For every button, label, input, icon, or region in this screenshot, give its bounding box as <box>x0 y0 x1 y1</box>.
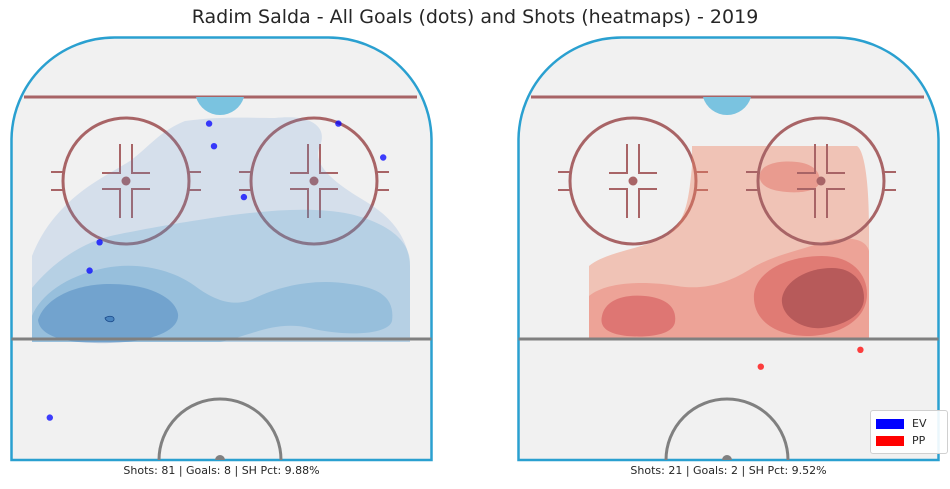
faceoff-circle-right <box>746 116 896 246</box>
goal-dot-ev <box>205 120 213 127</box>
rink-right <box>517 36 940 462</box>
legend-swatch-ev <box>876 418 904 429</box>
center-circle <box>664 397 790 461</box>
goal-dot-pp <box>857 346 864 353</box>
faceoff-circle-left <box>51 116 201 246</box>
legend: EV PP <box>870 410 948 454</box>
legend-label-ev: EV <box>912 417 927 430</box>
faceoff-circle-left <box>558 116 708 246</box>
legend-item-pp: PP <box>876 432 942 449</box>
center-dot <box>215 455 225 460</box>
goal-dot-ev <box>96 239 103 246</box>
legend-item-ev: EV <box>876 415 942 432</box>
goal-markers-ev <box>46 120 387 421</box>
rink-left <box>10 36 433 462</box>
shot-heatmap-pp <box>589 146 869 339</box>
rink-surface <box>10 36 433 462</box>
stats-caption-ev: Shots: 81 | Goals: 8 | SH Pct: 9.88% <box>123 464 320 477</box>
goal-dot-ev <box>240 193 248 201</box>
goal-crease <box>703 97 751 115</box>
center-circle <box>157 397 283 461</box>
chart-title: Radim Salda - All Goals (dots) and Shots… <box>191 6 759 28</box>
goal-markers-pp <box>757 346 864 370</box>
legend-label-pp: PP <box>912 434 926 447</box>
goal-dot-ev <box>46 414 53 421</box>
legend-swatch-pp <box>876 435 904 446</box>
stats-caption-pp: Shots: 21 | Goals: 2 | SH Pct: 9.52% <box>630 464 827 477</box>
goal-dot-ev <box>335 120 342 127</box>
goal-dot-ev <box>210 143 218 150</box>
rink-surface <box>517 36 940 462</box>
goal-dot-ev <box>380 154 387 161</box>
center-dot <box>722 455 732 460</box>
goal-dot-pp <box>757 363 764 370</box>
faceoff-circle-right <box>239 116 389 246</box>
goal-dot-ev <box>86 267 93 274</box>
goal-crease <box>196 97 244 115</box>
shot-heatmap-ev <box>32 117 410 344</box>
